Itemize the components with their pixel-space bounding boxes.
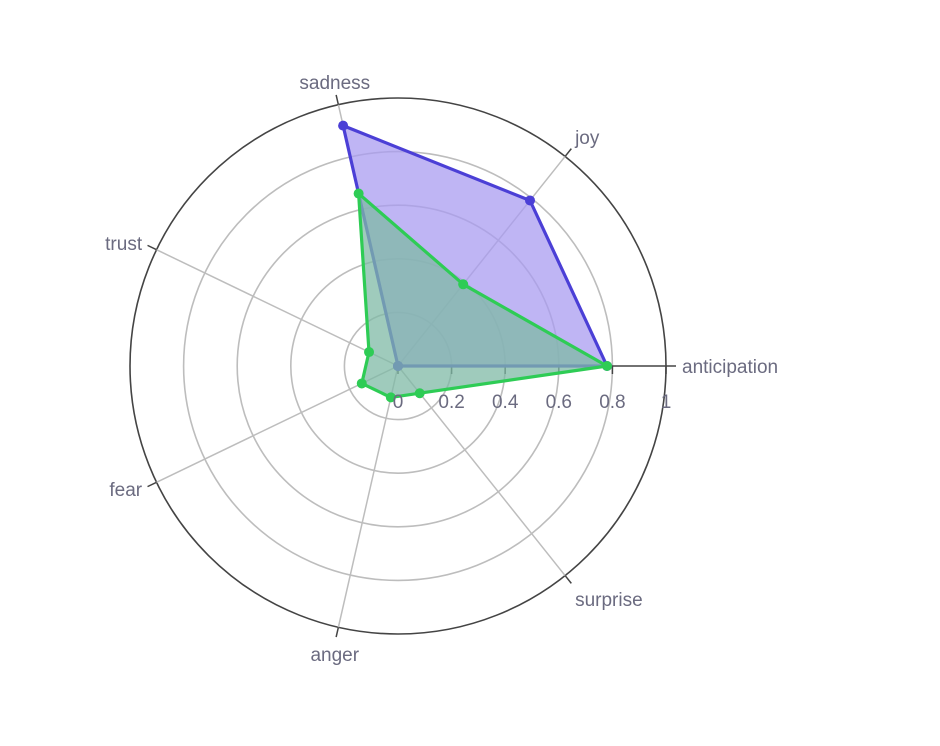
axis-label-joy: joy [574,128,600,149]
radial-tick-label: 0.2 [438,392,464,413]
radial-tick-labels: 0 0.2 0.4 0.6 0.8 1 [393,392,672,413]
data-point-sadness [338,120,349,131]
radial-tick-label: 0.6 [546,392,572,413]
spoke-anger [337,365,399,628]
data-point-anger [385,392,396,403]
radial-tick-label: 0.4 [492,392,519,413]
radar-series [338,120,613,403]
spoke-tick-sadness [335,94,340,105]
spoke-surprise [397,365,566,576]
spoke-tick-fear [147,481,157,488]
spoke-tick-trust [147,244,157,251]
spoke-tick-anger [335,627,340,638]
series-1 [353,188,613,403]
spoke-tick-surprise [564,575,572,584]
spoke-tick-joy [564,148,572,157]
axis-label-sadness: sadness [299,73,370,94]
radial-tick-label: 0.8 [599,392,625,413]
data-point-sadness [353,188,364,199]
spoke-trust [156,249,399,367]
axis-label-anger: anger [310,645,359,666]
data-point-trust [364,347,375,358]
axis-label-fear: fear [109,480,142,501]
axis-label-anticipation: anticipation [682,357,778,378]
axis-label-trust: trust [105,234,143,255]
axis-label-surprise: surprise [575,590,643,611]
data-point-joy [458,279,469,290]
radial-tick-label: 1 [661,392,672,413]
data-point-surprise [414,388,425,399]
data-point-joy [525,195,536,206]
radial-tick-label: 0 [393,392,404,413]
axis-labels: anticipation joy sadness trust fear anger surp… [105,73,778,666]
data-point-fear [356,378,367,389]
data-point-anticipation [602,361,613,371]
